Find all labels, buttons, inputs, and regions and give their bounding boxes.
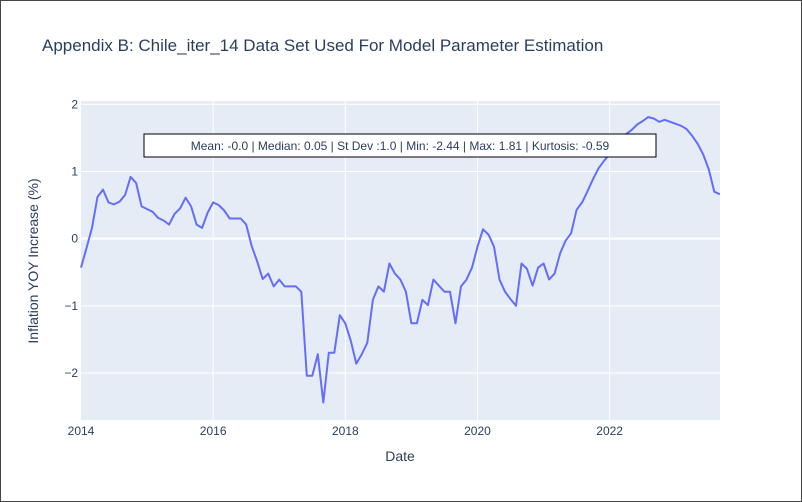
x-tick-label: 2022 xyxy=(596,424,623,438)
y-tick-label: 2 xyxy=(71,97,78,111)
x-tick-label: 2014 xyxy=(68,424,95,438)
chart-title: Appendix B: Chile_iter_14 Data Set Used … xyxy=(42,36,603,55)
x-tick-label: 2018 xyxy=(332,424,359,438)
x-tick-label: 2020 xyxy=(464,424,491,438)
x-tick-label: 2016 xyxy=(200,424,227,438)
x-axis-label: Date xyxy=(385,448,415,464)
y-tick-label: 1 xyxy=(71,165,78,179)
stats-annotation: Mean: -0.0 | Median: 0.05 | St Dev :1.0 … xyxy=(143,133,657,158)
y-tick-label: 0 xyxy=(71,232,78,246)
y-axis-label: Inflation YOY Increase (%) xyxy=(25,178,41,343)
y-tick-label: −2 xyxy=(64,366,78,380)
annotation-text: Mean: -0.0 | Median: 0.05 | St Dev :1.0 … xyxy=(191,139,610,153)
y-tick-label: −1 xyxy=(64,299,78,313)
annotation-box xyxy=(143,133,657,158)
tick-labels: 2 1 0 −1 −2 2014 2016 2018 2020 2022 xyxy=(64,97,623,438)
